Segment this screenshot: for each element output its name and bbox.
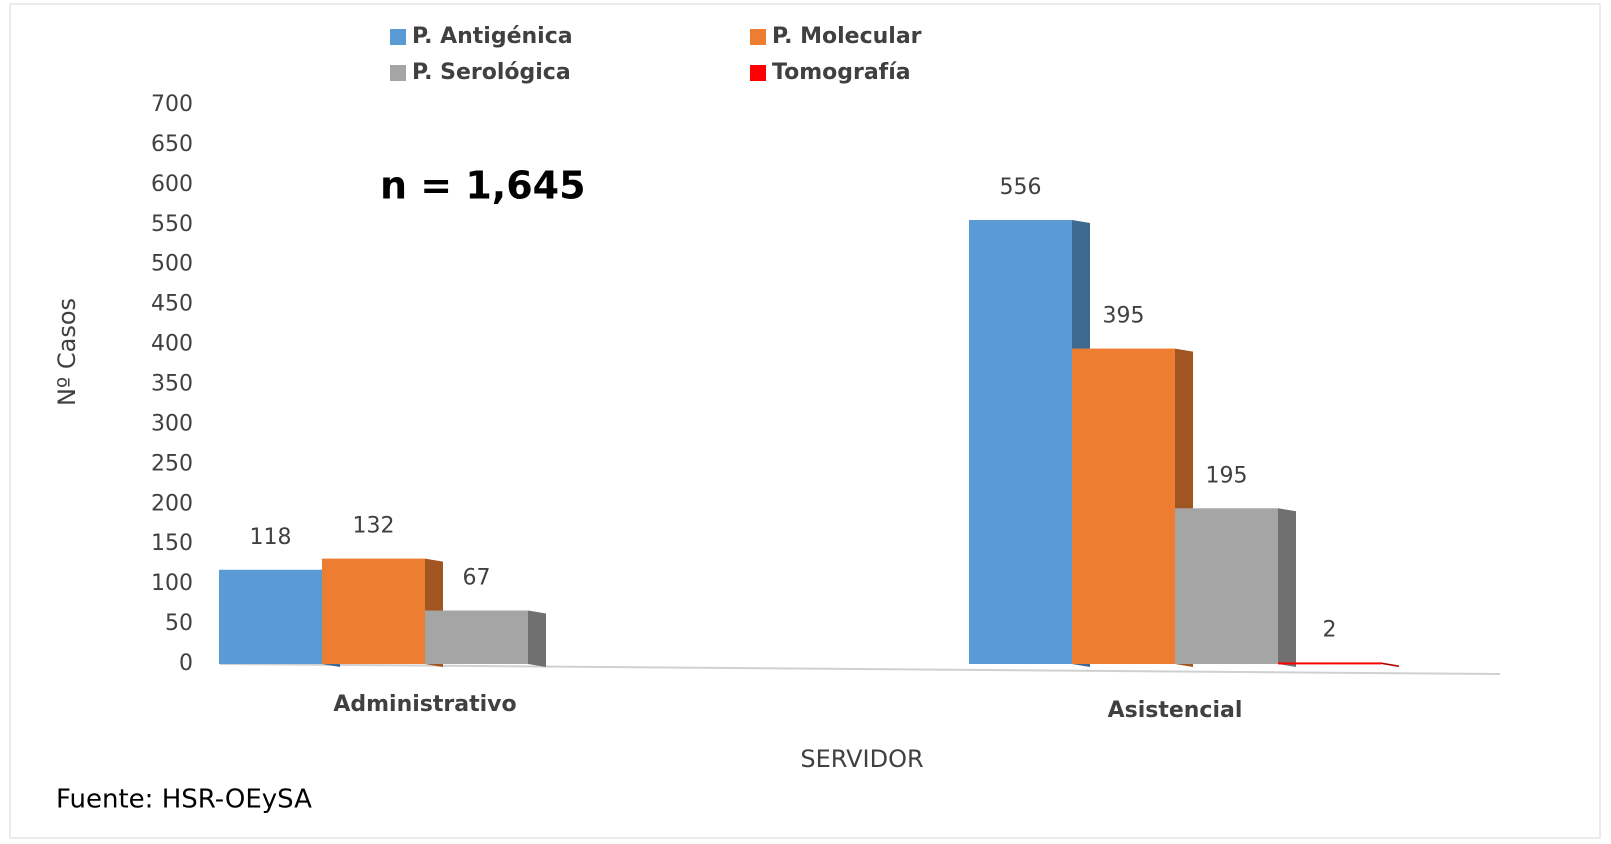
x-tick-label: Asistencial xyxy=(1108,698,1243,723)
y-tick-label: 50 xyxy=(165,611,193,636)
bar xyxy=(1278,662,1381,665)
y-tick-label: 400 xyxy=(151,332,193,357)
y-tick-label: 700 xyxy=(151,92,193,117)
bar-side xyxy=(1278,508,1296,667)
y-tick-label: 350 xyxy=(151,372,193,397)
value-label: 195 xyxy=(1206,463,1248,488)
legend-swatch xyxy=(390,29,406,45)
legend-label: P. Serológica xyxy=(412,60,571,85)
value-label: 2 xyxy=(1323,617,1337,642)
bar xyxy=(1175,508,1278,664)
value-label: 395 xyxy=(1103,304,1145,329)
y-tick-label: 300 xyxy=(151,411,193,436)
value-label: 118 xyxy=(250,525,292,550)
value-label: 67 xyxy=(463,565,491,590)
y-tick-label: 250 xyxy=(151,451,193,476)
value-label: 556 xyxy=(1000,175,1042,200)
baseline xyxy=(219,663,1501,675)
legend-label: P. Antigénica xyxy=(412,24,573,49)
y-tick-label: 500 xyxy=(151,252,193,277)
bar xyxy=(219,569,322,664)
y-tick-label: 150 xyxy=(151,531,193,556)
annotation: n = 1,645 xyxy=(380,164,586,208)
x-axis-label: SERVIDOR xyxy=(800,745,923,773)
y-tick-label: 450 xyxy=(151,292,193,317)
y-tick-label: 650 xyxy=(151,132,193,157)
y-tick-label: 100 xyxy=(151,571,193,596)
legend-swatch xyxy=(750,29,766,45)
legend-label: P. Molecular xyxy=(772,24,922,49)
bar-side xyxy=(528,610,546,667)
y-tick-label: 600 xyxy=(151,172,193,197)
legend-label: Tomografía xyxy=(772,60,911,85)
legend-swatch xyxy=(750,65,766,81)
y-tick-label: 200 xyxy=(151,491,193,516)
x-tick-label: Administrativo xyxy=(333,692,516,717)
legend-swatch xyxy=(390,65,406,81)
source: Fuente: HSR-OEySA xyxy=(56,785,312,815)
value-label: 132 xyxy=(353,514,395,539)
bar xyxy=(322,558,425,664)
bar-side xyxy=(1381,662,1399,667)
chart-border xyxy=(9,3,1601,839)
bar xyxy=(1072,348,1175,664)
y-tick-label: 550 xyxy=(151,212,193,237)
y-tick-label: 0 xyxy=(179,651,193,676)
bar xyxy=(969,219,1072,664)
bar xyxy=(425,610,528,664)
y-axis-label: Nº Casos xyxy=(53,298,81,406)
